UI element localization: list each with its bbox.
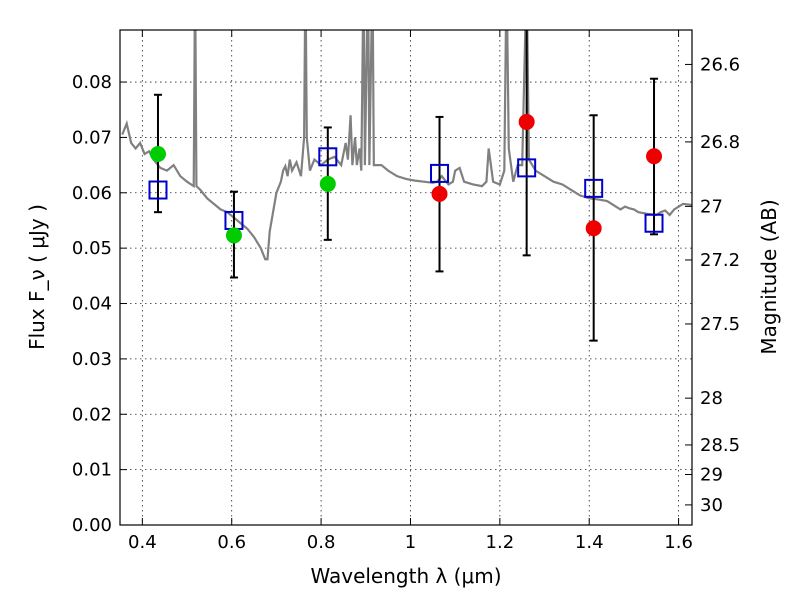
y-tick-label: 0.05 [72,238,112,259]
right-tick-label: 27 [700,196,723,217]
right-tick-label: 27.5 [700,314,740,335]
model-photometry-square [318,147,338,167]
model-photometry-square [430,163,450,183]
x-tick-label: 0.6 [217,532,246,553]
observed-point [585,220,602,237]
x-tick-label: 0.8 [307,532,336,553]
grid [120,30,692,525]
x-axis-label: Wavelength λ (μm) [310,564,501,588]
right-tick-label: 26.8 [700,132,740,153]
y-tick-label: 0.08 [72,72,112,93]
right-axis-label: Magnitude (AB) [757,199,781,354]
y-tick-label: 0.06 [72,183,112,204]
y-tick-label: 0.02 [72,404,112,425]
right-tick-label: 26.6 [700,54,740,75]
right-tick-label: 27.2 [700,250,740,271]
model-photometry-square [517,158,537,178]
observed-point [646,148,663,165]
x-tick-label: 1.2 [486,532,515,553]
y-tick-label: 0.01 [72,460,112,481]
plot-frame [119,29,693,526]
model-photometry-square [644,213,664,233]
axis-ticks: 0.4 0.6 0.8 1 1.2 1.4 1.6 0.00 0.01 0.02 0.03 0.04 0… [72,30,740,553]
y-tick-label: 0.04 [72,294,112,315]
y-tick-label: 0.03 [72,349,112,370]
model-photometry-square [584,178,604,198]
y-axis-label: Flux F_ν ( μJy ) [25,204,49,350]
observed-point [319,175,336,192]
x-tick-label: 0.4 [128,532,157,553]
right-tick-label: 29 [700,464,723,485]
model-photometry-squares [148,147,664,233]
observed-points [149,113,663,244]
model-spectrum-line [121,30,692,261]
observed-point [149,146,166,163]
model-photometry-square [148,180,168,200]
x-tick-label: 1.6 [664,532,693,553]
observed-point [225,227,242,244]
y-tick-label: 0.07 [72,127,112,148]
x-tick-label: 1 [405,532,416,553]
observed-point [431,185,448,202]
observed-point [518,113,535,130]
right-tick-label: 30 [700,495,723,516]
right-tick-label: 28.5 [700,435,740,456]
plot-area [121,30,692,342]
right-tick-label: 28 [700,388,723,409]
x-tick-label: 1.4 [575,532,604,553]
y-tick-label: 0.00 [72,515,112,536]
